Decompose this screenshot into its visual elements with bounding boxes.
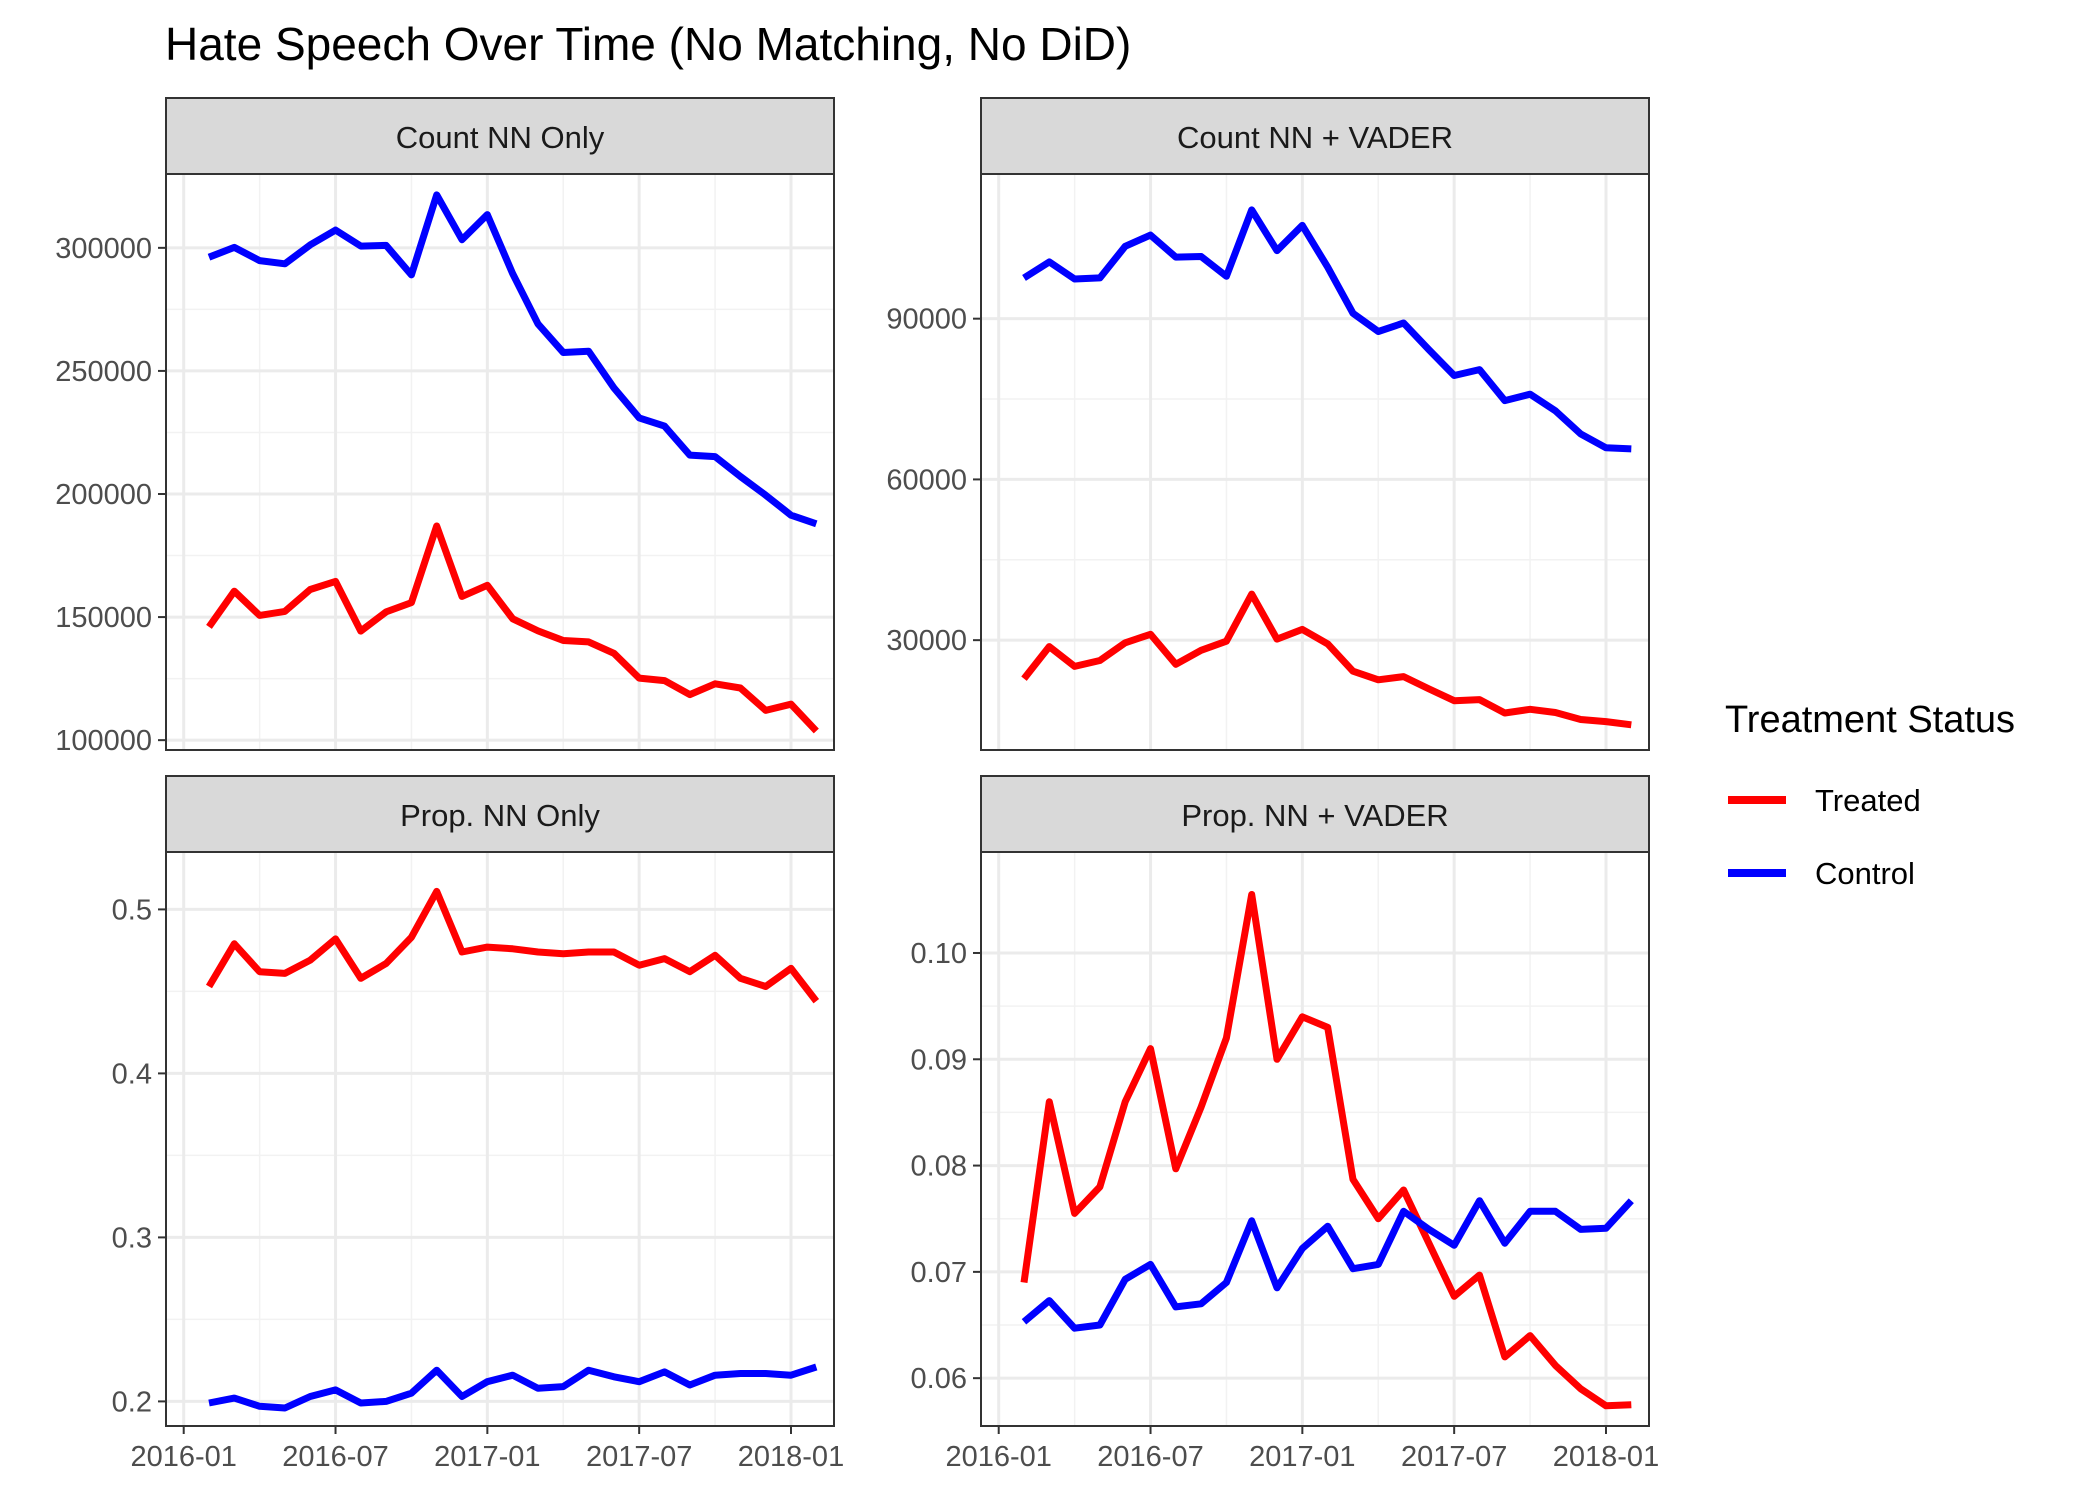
- facet-strip-label: Count NN + VADER: [1177, 120, 1453, 155]
- x-tick-label: 2017-07: [586, 1441, 692, 1473]
- y-tick-label: 0.09: [911, 1044, 967, 1076]
- y-tick-label: 200000: [55, 479, 152, 511]
- legend-title: Treatment Status: [1725, 699, 2015, 741]
- x-tick-label: 2017-01: [1249, 1441, 1355, 1473]
- y-tick-label: 150000: [55, 602, 152, 634]
- y-tick-label: 90000: [886, 304, 967, 336]
- panel-background: [166, 852, 834, 1426]
- series-line-control: [1022, 206, 1632, 453]
- facet-strip: [980, 775, 1650, 853]
- y-tick-label: 0.3: [112, 1222, 152, 1254]
- facet-panel: Count NN Only 100000 150000 200000 250000 300…: [55, 97, 835, 757]
- facet-panel: Prop. NN Only 0.2 0.3 0.4 0.5 2016-01 2016-07 2…: [112, 775, 844, 1473]
- panel-border: [980, 173, 1650, 751]
- series-line-treated: [1021, 590, 1632, 729]
- series-line-treated: [205, 887, 820, 1004]
- x-tick-label: 2017-07: [1401, 1441, 1507, 1473]
- facet-panel: Count NN + VADER 30000 60000 90000: [886, 97, 1650, 751]
- legend: Treatment Status Treated Control: [1725, 699, 2015, 891]
- series-line-treated: [1020, 891, 1632, 1410]
- legend-label-control: Control: [1815, 856, 1915, 891]
- facet-strip: [165, 97, 835, 175]
- facet-strip-label: Prop. NN + VADER: [1181, 798, 1448, 833]
- y-tick-label: 30000: [886, 625, 967, 657]
- y-tick-label: 100000: [55, 725, 152, 757]
- y-tick-label: 0.10: [911, 938, 967, 970]
- y-tick-label: 0.2: [112, 1386, 152, 1418]
- y-tick-label: 0.07: [911, 1257, 967, 1289]
- y-tick-label: 0.08: [911, 1151, 967, 1183]
- x-tick-label: 2018-01: [738, 1441, 844, 1473]
- panel-border: [165, 851, 835, 1427]
- y-tick-label: 300000: [55, 233, 152, 265]
- facet-panel: Prop. NN + VADER 0.06 0.07 0.08 0.09 0.10 2016…: [911, 775, 1659, 1473]
- x-tick-label: 2016-01: [130, 1441, 236, 1473]
- facet-panels: Count NN Only 100000 150000 200000 250000 300…: [55, 97, 1659, 1473]
- y-tick-label: 0.5: [112, 894, 152, 926]
- series-line-control: [207, 191, 818, 528]
- panel-border: [165, 173, 835, 751]
- facet-strip-label: Prop. NN Only: [400, 798, 600, 833]
- panel-background: [981, 852, 1649, 1426]
- panel-background: [981, 174, 1649, 750]
- y-tick-label: 250000: [55, 356, 152, 388]
- chart-title: Hate Speech Over Time (No Matching, No D…: [165, 18, 1131, 70]
- facet-strip: [165, 775, 835, 853]
- legend-label-treated: Treated: [1815, 783, 1921, 818]
- series-line-control: [1021, 1197, 1634, 1332]
- y-tick-label: 60000: [886, 464, 967, 496]
- x-tick-label: 2016-07: [1097, 1441, 1203, 1473]
- x-tick-label: 2016-01: [945, 1441, 1051, 1473]
- y-tick-label: 0.4: [112, 1058, 152, 1090]
- x-tick-label: 2017-01: [434, 1441, 540, 1473]
- series-line-control: [208, 1363, 818, 1412]
- x-tick-label: 2016-07: [282, 1441, 388, 1473]
- series-line-treated: [206, 522, 819, 734]
- x-tick-label: 2018-01: [1553, 1441, 1659, 1473]
- panel-border: [980, 851, 1650, 1427]
- facet-strip-label: Count NN Only: [396, 120, 605, 155]
- y-tick-label: 0.06: [911, 1363, 967, 1395]
